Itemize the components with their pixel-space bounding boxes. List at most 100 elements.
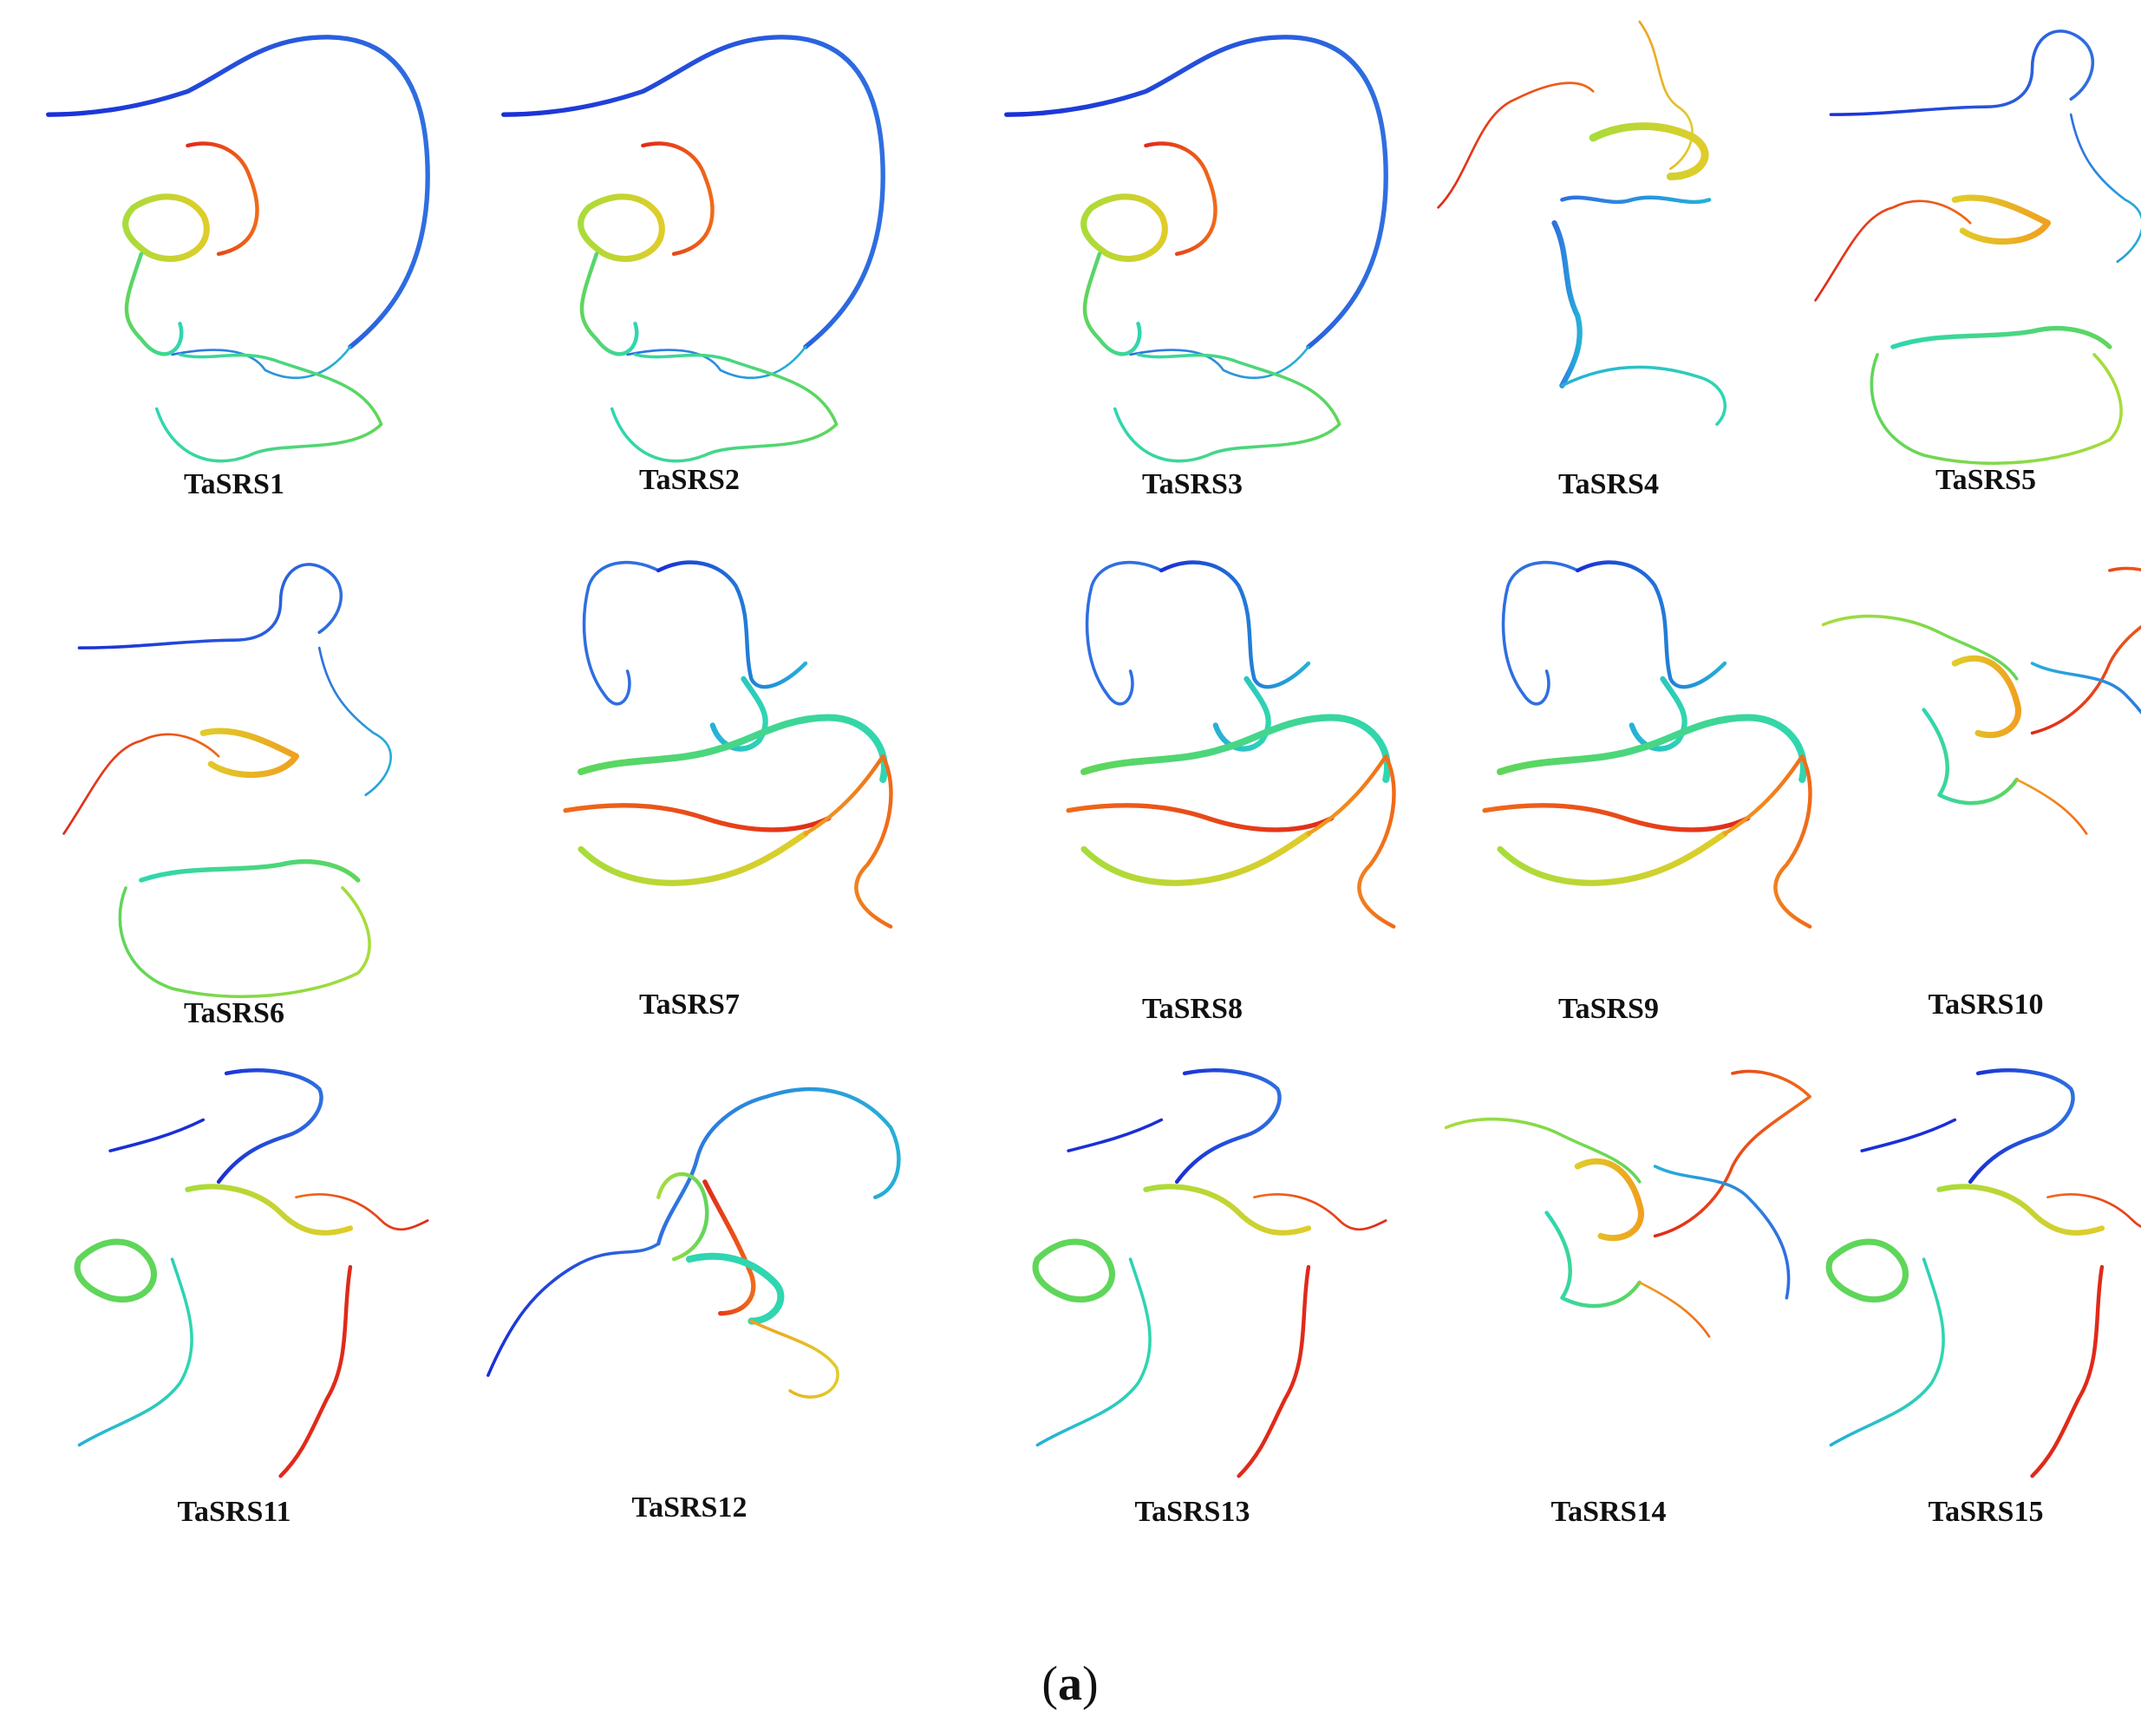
ribbon-segment [1437, 82, 1595, 209]
ribbon-segment [2015, 778, 2088, 835]
ribbon-segment [46, 35, 430, 349]
ribbon-segment [1544, 1211, 1642, 1309]
ribbon-segment [2030, 566, 2141, 735]
protein-structure-tasrs9 [1482, 560, 1812, 929]
ribbon-segment [749, 1319, 839, 1399]
protein-structure-tasrs7 [563, 560, 893, 929]
ribbon-segment [1860, 1118, 1957, 1152]
ribbon-segment [154, 353, 383, 463]
ribbon-segment [2046, 1193, 2141, 1228]
ribbon-segment [317, 646, 392, 797]
ribbon-segment [709, 675, 768, 752]
ribbon-segment [1174, 1068, 1282, 1185]
structure-label: TaSRS8 [1142, 993, 1243, 1025]
ribbon-segment [1870, 353, 2123, 466]
protein-structure-tasrs10 [1821, 566, 2141, 835]
ribbon-segment [124, 251, 184, 356]
ribbon-segment [1890, 326, 2112, 349]
ribbon-segment [171, 345, 352, 380]
structure-label: TaSRS14 [1550, 1496, 1667, 1528]
ribbon-segment [1082, 251, 1142, 356]
ribbon-segment [1560, 195, 1712, 205]
ribbon-segment [563, 803, 832, 832]
structure-label: TaSRS15 [1928, 1496, 2044, 1528]
ribbon-segment [1951, 194, 2051, 245]
ribbon-segment [1444, 1117, 1642, 1184]
ribbon-segment [656, 1171, 709, 1262]
structure-label: TaSRS7 [639, 989, 740, 1021]
ribbon-segment [656, 560, 808, 689]
ribbon-segment [1497, 830, 1728, 886]
ribbon-segment [626, 345, 807, 380]
ribbon-segment [1821, 614, 2019, 681]
structure-label: TaSRS10 [1928, 989, 2044, 1021]
ribbon-segment [1080, 193, 1168, 263]
protein-structure-tasrs12 [486, 1087, 901, 1399]
ribbon-segment [486, 1242, 661, 1377]
ribbon-segment [1067, 1118, 1164, 1152]
ribbon-segment [108, 1118, 206, 1152]
ribbon-segment [1032, 1238, 1115, 1302]
ribbon-segment [62, 733, 220, 835]
ribbon-segment [139, 859, 361, 883]
ribbon-segment [1143, 1184, 1312, 1236]
ribbon-segment [1144, 141, 1217, 257]
ribbon-segment [610, 353, 839, 463]
ribbon-segment [186, 141, 259, 257]
ribbon-segment [579, 251, 639, 356]
protein-structure-tasrs3 [1004, 35, 1388, 463]
ribbon-segment [1951, 655, 2021, 739]
ribbon-segment [1080, 830, 1312, 886]
ribbon-segment [1560, 365, 1727, 427]
ribbon-segment [577, 714, 888, 783]
ribbon-segment [1829, 29, 2094, 116]
ribbon-segment [1589, 122, 1709, 181]
ribbon-segment [1551, 220, 1583, 388]
ribbon-segment [1496, 714, 1807, 783]
ribbon-segment [278, 1264, 353, 1478]
ribbon-segment [199, 728, 300, 779]
structure-label: TaSRS13 [1134, 1496, 1250, 1528]
protein-structure-tasrs5 [1814, 29, 2141, 466]
ribbon-segment [656, 1087, 901, 1246]
structure-label: TaSRS2 [639, 464, 740, 496]
protein-structure-tasrs13 [1032, 1068, 1387, 1478]
ribbon-segment [2030, 1264, 2105, 1478]
structure-label: TaSRS6 [184, 997, 284, 1029]
protein-structure-tasrs8 [1066, 560, 1396, 929]
ribbon-segment [1936, 1184, 2105, 1236]
ribbon-segment [2030, 662, 2141, 715]
structure-label: TaSRS1 [184, 468, 284, 500]
ribbon-segment [185, 1184, 354, 1236]
ribbon-segment [1829, 1257, 1945, 1447]
ribbon-segment [1080, 714, 1391, 783]
ribbon-segment [1482, 803, 1751, 832]
ribbon-segment [1212, 675, 1271, 752]
protein-structure-tasrs11 [74, 1068, 429, 1478]
ribbon-segment [2069, 113, 2141, 264]
ribbon-segment [803, 754, 893, 929]
ribbon-segment [578, 830, 809, 886]
protein-structure-tasrs4 [1437, 20, 1727, 427]
ribbon-segment [582, 560, 661, 706]
protein-structure-tasrs14 [1444, 1069, 1811, 1338]
ribbon-segment [216, 1068, 323, 1185]
structure-label: TaSRS4 [1558, 468, 1659, 500]
ribbon-segment [1253, 1193, 1387, 1231]
structure-label: TaSRS3 [1142, 468, 1243, 500]
structure-label: TaSRS9 [1558, 993, 1659, 1025]
ribbon-segment [1638, 1281, 1711, 1338]
protein-structure-tasrs2 [501, 35, 885, 463]
ribbon-segment [1576, 560, 1727, 689]
ribbon-segment [1825, 1238, 1909, 1302]
ribbon-segment [685, 1252, 785, 1325]
figure-caption: (a) [1041, 1657, 1099, 1711]
ribbon-segment [1237, 1264, 1311, 1478]
structure-label: TaSRS5 [1935, 464, 2036, 496]
protein-structure-tasrs15 [1825, 1068, 2141, 1478]
ribbon-segment [1638, 20, 1694, 170]
ribbon-segment [1085, 560, 1164, 706]
ribbon-segment [1035, 1257, 1152, 1447]
ribbon-segment [501, 35, 885, 349]
